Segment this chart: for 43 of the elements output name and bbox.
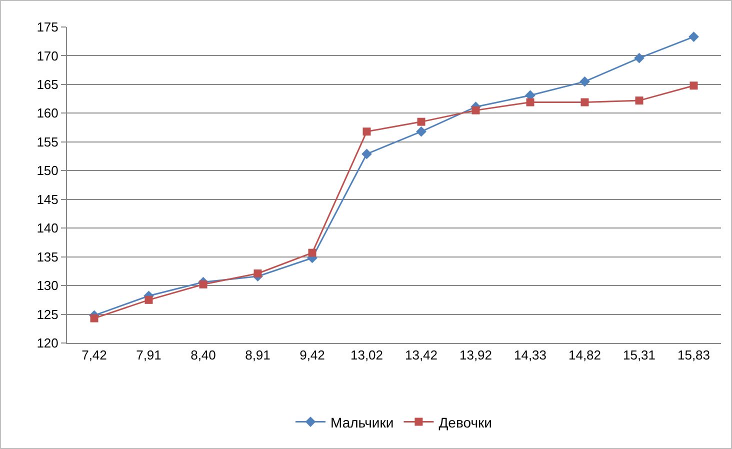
legend-label: Мальчики [330, 414, 394, 430]
point [417, 118, 426, 126]
y-tick-label: 135 [36, 249, 58, 264]
point [580, 76, 590, 87]
y-tick-label: 165 [36, 77, 58, 92]
y-tick-label: 140 [36, 220, 58, 236]
x-tick-label: 15,83 [677, 348, 710, 363]
point [416, 126, 426, 137]
x-tick-label: 13,42 [404, 348, 438, 363]
point [580, 98, 589, 106]
y-tick-label: 170 [36, 48, 58, 64]
point [688, 32, 699, 42]
y-tick-label: 150 [36, 163, 58, 178]
legend-label: Девочки [438, 414, 492, 430]
y-tick-label: 155 [36, 134, 58, 150]
point [690, 82, 698, 90]
point [90, 314, 98, 322]
y-tick-label: 160 [36, 106, 58, 121]
point [308, 248, 316, 257]
x-tick-label: 8,91 [245, 348, 270, 363]
point [634, 52, 644, 64]
y-tick-label: 175 [36, 20, 58, 35]
y-tick-label: 125 [36, 306, 58, 322]
point [254, 269, 262, 278]
x-tick-label: 13,02 [350, 348, 384, 363]
point [362, 128, 371, 136]
x-tick-label: 8,40 [190, 348, 216, 363]
x-tick-label: 7,91 [136, 348, 162, 363]
point [199, 280, 208, 288]
x-tick-label: 7,42 [82, 348, 107, 363]
point [472, 106, 480, 114]
x-tick-label: 9,42 [300, 348, 325, 363]
x-tick-label: 14,82 [568, 348, 602, 363]
y-tick-label: 120 [36, 336, 58, 351]
point [144, 296, 153, 304]
x-tick-label: 14,33 [514, 348, 547, 363]
y-tick-label: 130 [36, 278, 58, 294]
point [362, 148, 372, 160]
point [526, 98, 534, 106]
point [635, 96, 644, 105]
x-tick-label: 15,31 [622, 348, 656, 363]
y-tick-label: 145 [36, 192, 58, 207]
x-tick-label: 13,92 [459, 348, 492, 363]
